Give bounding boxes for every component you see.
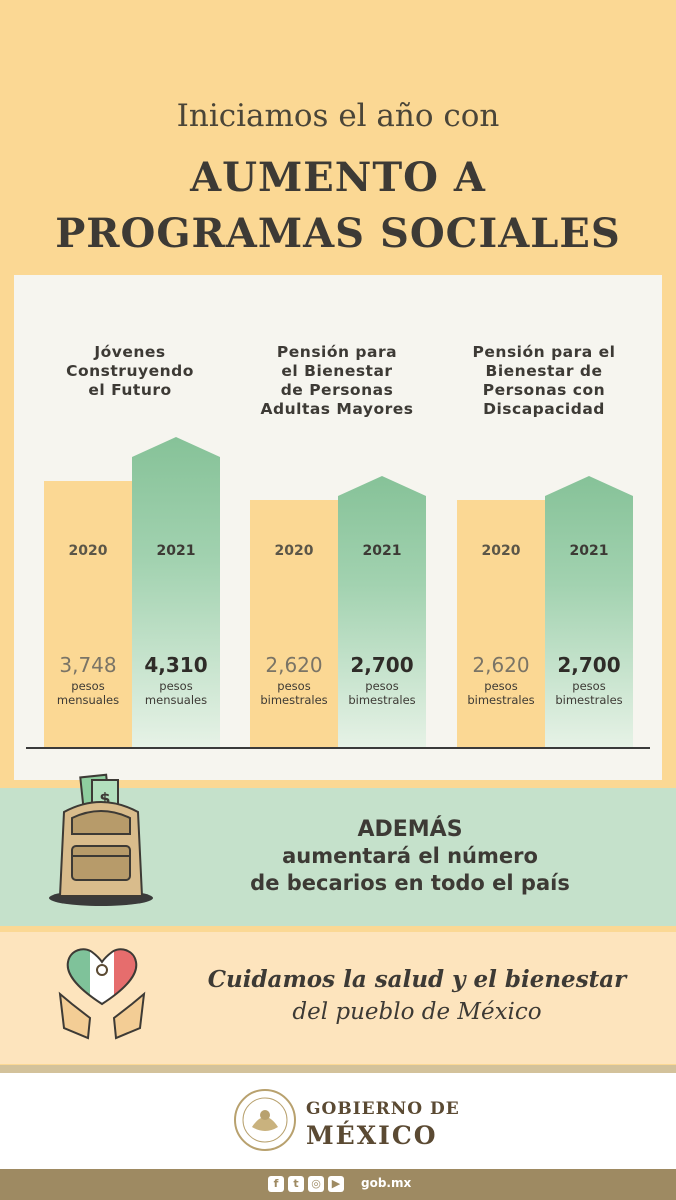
footer-divider bbox=[0, 1065, 676, 1073]
hands-heart-icon bbox=[58, 948, 146, 1040]
backpack-money-icon: $ bbox=[49, 773, 153, 906]
unit-line: pesos bbox=[71, 679, 105, 693]
becarios-line-1: ADEMÁS bbox=[357, 817, 463, 842]
program-title-line: el Futuro bbox=[88, 381, 172, 399]
salud-line-2: del pueblo de México bbox=[292, 999, 542, 1025]
bar-2020-adultos-mayores: 2020 2,620 pesos bimestrales bbox=[250, 500, 338, 747]
svg-text:$: $ bbox=[99, 789, 110, 808]
bar-year: 2020 bbox=[481, 543, 521, 559]
program-title-discapacidad: Pensión para el Bienestar de Personas co… bbox=[444, 343, 644, 419]
bar-2021-adultos-mayores-labels: 2021 2,700 pesos bimestrales bbox=[338, 476, 426, 747]
unit-line: bimestrales bbox=[348, 693, 416, 707]
social-bar: f t ◎ ▶ gob.mx bbox=[0, 1169, 676, 1200]
bar-2021-adultos-mayores bbox=[338, 476, 426, 747]
program-title-line: Bienestar de bbox=[485, 362, 603, 380]
unit-line: bimestrales bbox=[467, 693, 535, 707]
salud-band: Cuidamos la salud y el bienestar del pue… bbox=[0, 932, 676, 1064]
unit-line: pesos bbox=[572, 679, 606, 693]
bar-2020-discapacidad: 2020 2,620 pesos bimestrales bbox=[457, 500, 545, 747]
bar-2020-jovenes: 2020 3,748 pesos mensuales bbox=[44, 481, 132, 747]
main-title: AUMENTO A PROGRAMAS SOCIALES bbox=[0, 150, 676, 262]
program-title-line: Jóvenes bbox=[94, 343, 166, 361]
bar-year: 2021 bbox=[569, 543, 609, 559]
program-title-line: Pensión para el bbox=[472, 343, 616, 361]
program-title-line: Discapacidad bbox=[483, 400, 605, 418]
gov-line-2: MÉXICO bbox=[306, 1121, 438, 1150]
unit-line: mensuales bbox=[56, 693, 120, 707]
unit-line: pesos bbox=[159, 679, 193, 693]
bar-amount: 2,700 bbox=[557, 653, 621, 677]
unit-line: bimestrales bbox=[260, 693, 328, 707]
program-title-line: Personas con bbox=[482, 381, 606, 399]
youtube-icon[interactable]: ▶ bbox=[328, 1176, 344, 1192]
subtitle: Iniciamos el año con bbox=[176, 98, 500, 134]
government-name: GOBIERNO DE MÉXICO bbox=[306, 1099, 460, 1150]
government-logo-area: GOBIERNO DE MÉXICO bbox=[0, 1073, 676, 1169]
national-seal-icon bbox=[234, 1089, 296, 1151]
baseline-divider bbox=[26, 747, 650, 749]
bar-2021-discapacidad-labels: 2021 2,700 pesos bimestrales bbox=[545, 476, 633, 747]
bar-unit: pesos mensuales bbox=[132, 679, 220, 707]
instagram-icon[interactable]: ◎ bbox=[308, 1176, 324, 1192]
bar-amount: 4,310 bbox=[144, 653, 208, 677]
bar-unit: pesos bimestrales bbox=[338, 679, 426, 707]
bar-year: 2021 bbox=[362, 543, 402, 559]
salud-line-1: Cuidamos la salud y el bienestar bbox=[207, 966, 627, 993]
unit-line: bimestrales bbox=[555, 693, 623, 707]
gov-line-1: GOBIERNO DE bbox=[306, 1099, 460, 1119]
program-title-line: Construyendo bbox=[66, 362, 194, 380]
bar-2021-jovenes bbox=[132, 437, 220, 747]
becarios-line-3: de becarios en todo el país bbox=[250, 871, 570, 895]
bar-unit: pesos bimestrales bbox=[250, 679, 338, 707]
program-title-line: Pensión para bbox=[276, 343, 398, 361]
bar-amount: 3,748 bbox=[59, 653, 117, 677]
title-line-2: PROGRAMAS SOCIALES bbox=[55, 210, 621, 257]
website-link[interactable]: gob.mx bbox=[361, 1176, 412, 1190]
program-title-line: el Bienestar bbox=[281, 362, 393, 380]
salud-message: Cuidamos la salud y el bienestar del pue… bbox=[182, 964, 652, 1028]
bar-unit: pesos mensuales bbox=[44, 679, 132, 707]
bar-unit: pesos bimestrales bbox=[457, 679, 545, 707]
becarios-band: $ ADEMÁS aumentará el número de becarios… bbox=[0, 773, 676, 926]
social-icons: f t ◎ ▶ bbox=[268, 1176, 344, 1192]
program-title-adultos-mayores: Pensión para el Bienestar de Personas Ad… bbox=[237, 343, 437, 419]
becarios-message: ADEMÁS aumentará el número de becarios e… bbox=[210, 816, 610, 897]
unit-line: pesos bbox=[277, 679, 311, 693]
facebook-icon[interactable]: f bbox=[268, 1176, 284, 1192]
unit-line: pesos bbox=[365, 679, 399, 693]
bar-unit: pesos bimestrales bbox=[545, 679, 633, 707]
bar-amount: 2,620 bbox=[472, 653, 530, 677]
bar-2021-jovenes-labels: 2021 4,310 pesos mensuales bbox=[132, 437, 220, 747]
bar-amount: 2,620 bbox=[265, 653, 323, 677]
title-line-1: AUMENTO A bbox=[190, 154, 486, 201]
unit-line: pesos bbox=[484, 679, 518, 693]
bar-year: 2020 bbox=[274, 543, 314, 559]
becarios-line-2: aumentará el número bbox=[282, 844, 538, 868]
program-title-line: Adultas Mayores bbox=[260, 400, 414, 418]
bar-year: 2021 bbox=[156, 543, 196, 559]
header: Iniciamos el año con AUMENTO A PROGRAMAS… bbox=[0, 0, 676, 275]
bar-year: 2020 bbox=[68, 543, 108, 559]
bar-amount: 2,700 bbox=[350, 653, 414, 677]
program-title-line: de Personas bbox=[280, 381, 394, 399]
program-title-jovenes: Jóvenes Construyendo el Futuro bbox=[30, 343, 230, 400]
unit-line: mensuales bbox=[144, 693, 208, 707]
comparison-panel: Jóvenes Construyendo el Futuro 2020 3,74… bbox=[14, 275, 662, 780]
twitter-icon[interactable]: t bbox=[288, 1176, 304, 1192]
bar-2021-discapacidad bbox=[545, 476, 633, 747]
